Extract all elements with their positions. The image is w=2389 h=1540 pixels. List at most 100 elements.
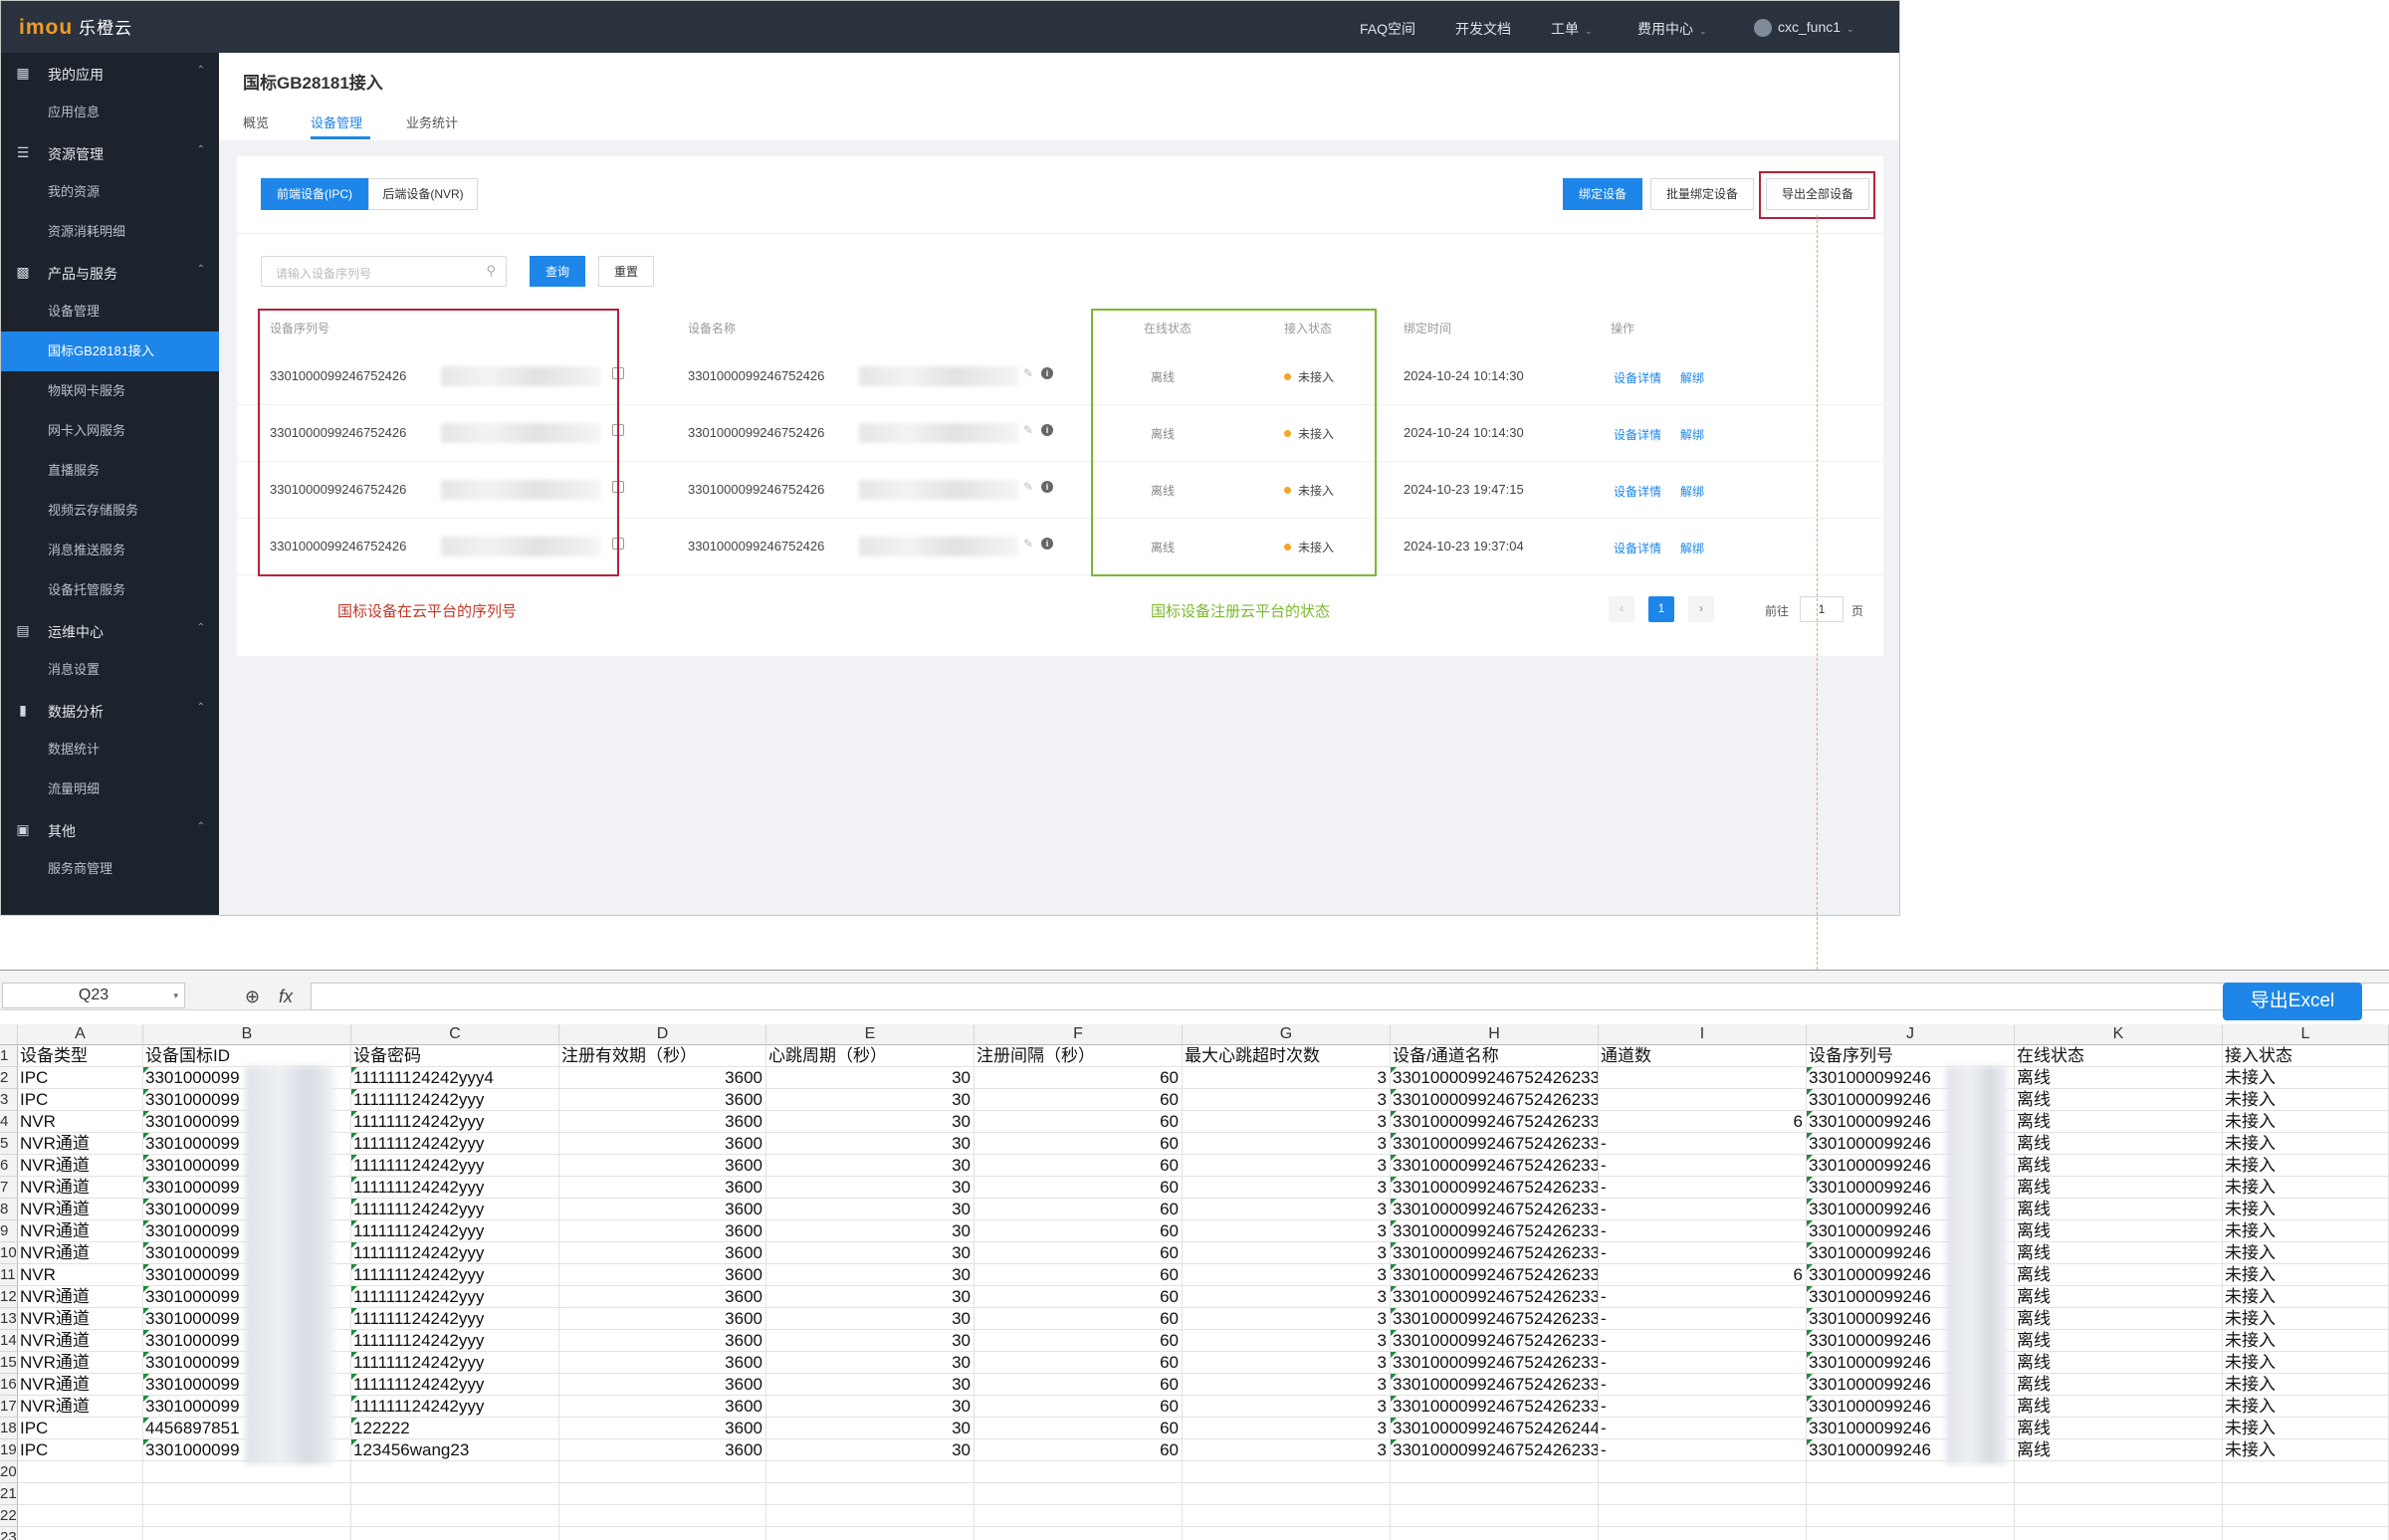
grid-cell[interactable] bbox=[1599, 1067, 1807, 1089]
grid-cell[interactable]: 60 bbox=[975, 1089, 1183, 1111]
grid-cell[interactable]: 3600 bbox=[559, 1374, 766, 1396]
name-box[interactable]: Q23 ▾ bbox=[2, 983, 185, 1008]
seg-ipc[interactable]: 前端设备(IPC) bbox=[261, 178, 368, 210]
grid-cell[interactable]: 3 bbox=[1183, 1067, 1391, 1089]
grid-cell[interactable]: 离线 bbox=[2015, 1220, 2223, 1242]
sidebar-item-app-info[interactable]: 应用信息 bbox=[48, 105, 101, 119]
grid-cell[interactable]: 未接入 bbox=[2223, 1089, 2389, 1111]
grid-cell[interactable]: 离线 bbox=[2015, 1439, 2223, 1461]
nav-billing[interactable]: 费用中心 ⌄ bbox=[1637, 21, 1707, 37]
batch-bind-button[interactable]: 批量绑定设备 bbox=[1650, 178, 1754, 210]
grid-cell[interactable]: - bbox=[1599, 1286, 1807, 1308]
seg-nvr[interactable]: 后端设备(NVR) bbox=[368, 178, 478, 210]
grid-cell[interactable]: 3301000099246 bbox=[1807, 1308, 2015, 1330]
grid-cell[interactable]: 离线 bbox=[2015, 1286, 2223, 1308]
column-header-h[interactable]: H bbox=[1391, 1024, 1599, 1045]
grid-cell[interactable] bbox=[975, 1461, 1183, 1483]
grid-cell[interactable]: 111111124242yyy bbox=[351, 1089, 559, 1111]
grid-cell[interactable]: - bbox=[1599, 1396, 1807, 1418]
grid-cell[interactable]: 设备密码 bbox=[351, 1045, 559, 1067]
grid-cell[interactable]: 未接入 bbox=[2223, 1133, 2389, 1155]
grid-cell[interactable]: 3301000099246 bbox=[1807, 1396, 2015, 1418]
grid-cell[interactable]: 3 bbox=[1183, 1111, 1391, 1133]
grid-cell[interactable] bbox=[559, 1461, 766, 1483]
zoom-icon[interactable]: ⊕ bbox=[245, 987, 261, 1006]
grid-cell[interactable]: 3301000099246 bbox=[1807, 1418, 2015, 1439]
device-detail-link[interactable]: 设备详情 bbox=[1614, 485, 1662, 499]
grid-cell[interactable]: 30 bbox=[766, 1220, 975, 1242]
grid-cell[interactable]: 60 bbox=[975, 1220, 1183, 1242]
grid-cell[interactable]: - bbox=[1599, 1242, 1807, 1264]
grid-cell[interactable]: 3 bbox=[1183, 1199, 1391, 1220]
grid-cell[interactable]: 通道数 bbox=[1599, 1045, 1807, 1067]
grid-cell[interactable]: 设备/通道名称 bbox=[1391, 1045, 1599, 1067]
grid-cell[interactable] bbox=[143, 1461, 351, 1483]
grid-cell[interactable]: 未接入 bbox=[2223, 1155, 2389, 1177]
grid-cell[interactable]: 3600 bbox=[559, 1177, 766, 1199]
grid-cell[interactable]: 3301000099246752426233 bbox=[1391, 1155, 1599, 1177]
grid-cell[interactable]: 3 bbox=[1183, 1439, 1391, 1461]
grid-cell[interactable]: 60 bbox=[975, 1177, 1183, 1199]
grid-cell[interactable]: - bbox=[1599, 1133, 1807, 1155]
grid-cell[interactable]: 3301000099246752426233 bbox=[1391, 1330, 1599, 1352]
grid-cell[interactable]: 未接入 bbox=[2223, 1418, 2389, 1439]
sidebar-group-ops[interactable]: ▤ 运维中心 ⌃ bbox=[16, 622, 205, 640]
row-header[interactable]: 9 bbox=[0, 1220, 18, 1242]
grid-cell[interactable]: 3301000099246 bbox=[1807, 1264, 2015, 1286]
grid-cell[interactable]: 3301000099246 bbox=[1807, 1177, 2015, 1199]
grid-cell[interactable]: 3301000099246 bbox=[1807, 1374, 2015, 1396]
grid-cell[interactable] bbox=[1391, 1461, 1599, 1483]
grid-cell[interactable]: 3 bbox=[1183, 1330, 1391, 1352]
grid-cell[interactable]: NVR通道 bbox=[18, 1308, 143, 1330]
grid-cell[interactable]: 3301000099246752426233 bbox=[1391, 1374, 1599, 1396]
grid-cell[interactable]: 3301000099246 bbox=[1807, 1111, 2015, 1133]
grid-cell[interactable]: 3 bbox=[1183, 1396, 1391, 1418]
serial-search-input[interactable]: 请输入设备序列号 ⚲ bbox=[261, 256, 507, 287]
grid-cell[interactable]: 60 bbox=[975, 1264, 1183, 1286]
grid-cell[interactable]: 3600 bbox=[559, 1352, 766, 1374]
edit-icon[interactable]: ✎ bbox=[1023, 537, 1034, 550]
column-header-l[interactable]: L bbox=[2223, 1024, 2389, 1045]
grid-cell[interactable] bbox=[1183, 1461, 1391, 1483]
unbind-link[interactable]: 解绑 bbox=[1680, 542, 1705, 555]
grid-cell[interactable]: 3301000099246752426233 bbox=[1391, 1133, 1599, 1155]
column-header-b[interactable]: B bbox=[143, 1024, 351, 1045]
grid-cell[interactable]: - bbox=[1599, 1439, 1807, 1461]
sidebar-item-device-mgmt[interactable]: 设备管理 bbox=[48, 304, 101, 319]
grid-cell[interactable]: 3301000099246752426233 bbox=[1391, 1264, 1599, 1286]
formula-input[interactable] bbox=[311, 983, 2389, 1010]
grid-cell[interactable]: - bbox=[1599, 1418, 1807, 1439]
grid-cell[interactable]: 30 bbox=[766, 1264, 975, 1286]
column-header-a[interactable]: A bbox=[18, 1024, 143, 1045]
row-header[interactable]: 15 bbox=[0, 1352, 18, 1374]
grid-cell[interactable]: NVR通道 bbox=[18, 1242, 143, 1264]
grid-cell[interactable] bbox=[559, 1505, 766, 1527]
info-icon[interactable]: i bbox=[1041, 367, 1053, 379]
grid-cell[interactable]: 111111124242yyy bbox=[351, 1308, 559, 1330]
grid-cell[interactable] bbox=[975, 1505, 1183, 1527]
device-detail-link[interactable]: 设备详情 bbox=[1614, 542, 1662, 555]
grid-cell[interactable]: 111111124242yyy bbox=[351, 1220, 559, 1242]
grid-cell[interactable]: 111111124242yyy bbox=[351, 1111, 559, 1133]
sidebar-item-gb28181[interactable]: 国标GB28181接入 bbox=[1, 331, 219, 371]
row-header[interactable]: 17 bbox=[0, 1396, 18, 1418]
grid-cell[interactable]: NVR通道 bbox=[18, 1155, 143, 1177]
grid-cell[interactable]: - bbox=[1599, 1374, 1807, 1396]
row-header[interactable]: 18 bbox=[0, 1418, 18, 1439]
grid-cell[interactable]: 111111124242yyy bbox=[351, 1199, 559, 1220]
device-detail-link[interactable]: 设备详情 bbox=[1614, 428, 1662, 442]
grid-cell[interactable]: 60 bbox=[975, 1067, 1183, 1089]
info-icon[interactable]: i bbox=[1041, 538, 1053, 550]
grid-cell[interactable]: 离线 bbox=[2015, 1418, 2223, 1439]
row-header[interactable]: 11 bbox=[0, 1264, 18, 1286]
grid-cell[interactable]: NVR通道 bbox=[18, 1374, 143, 1396]
select-all-corner[interactable] bbox=[0, 1024, 18, 1045]
row-header[interactable]: 6 bbox=[0, 1155, 18, 1177]
grid-cell[interactable]: 111111124242yyy bbox=[351, 1374, 559, 1396]
grid-cell[interactable]: 3301000099246 bbox=[1807, 1439, 2015, 1461]
row-header[interactable]: 3 bbox=[0, 1089, 18, 1111]
grid-cell[interactable]: 未接入 bbox=[2223, 1439, 2389, 1461]
row-header[interactable]: 23 bbox=[0, 1527, 18, 1540]
next-page-button[interactable]: › bbox=[1688, 596, 1714, 622]
grid-cell[interactable] bbox=[766, 1505, 975, 1527]
